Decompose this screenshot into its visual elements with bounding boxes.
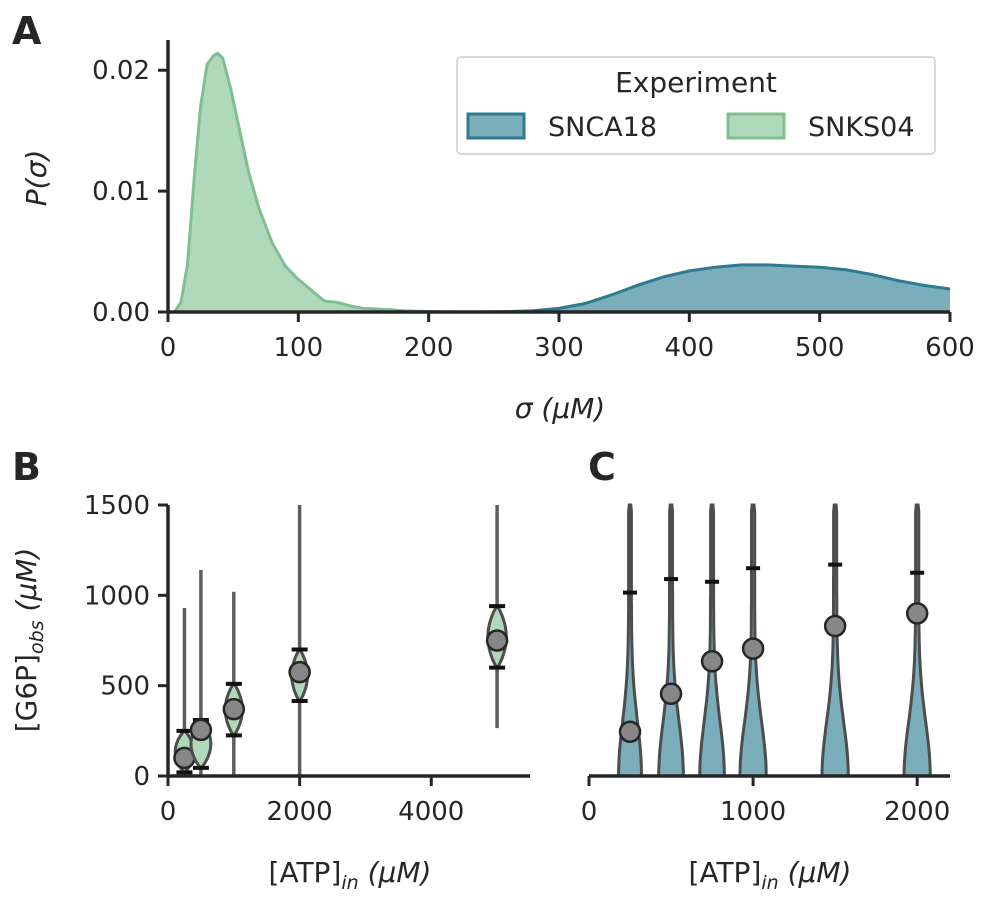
- panel-b-xlabel-text: [ATP]: [269, 856, 342, 889]
- area-snca18: [480, 264, 950, 312]
- mean-point: [618, 720, 642, 743]
- legend-label-snks04: SNKS04: [808, 112, 915, 143]
- x-tick-label: 4000: [398, 797, 464, 827]
- violin-body: [657, 503, 685, 778]
- panel-label-b: B: [12, 445, 41, 489]
- panel-b-marks: [173, 505, 509, 776]
- violin-body: [820, 503, 850, 778]
- mean-point: [700, 650, 724, 673]
- mean-point: [741, 637, 765, 660]
- x-tick-label: 200: [404, 333, 454, 363]
- mean-point: [823, 614, 847, 638]
- panel-a-ylabel: P(σ): [20, 150, 53, 206]
- x-tick-label: 500: [795, 333, 845, 363]
- x-tick-label: 0: [160, 333, 177, 363]
- x-tick-label: 2000: [884, 797, 950, 827]
- violin-body: [616, 503, 644, 778]
- legend-swatch-snca18: [466, 112, 526, 140]
- x-tick-label: 400: [665, 333, 715, 363]
- panel-label-a: A: [12, 9, 42, 53]
- y-tick-label: 0.02: [92, 56, 150, 86]
- y-tick-label: 0: [133, 762, 150, 792]
- panel-c-axes: 0 1000 2000: [581, 774, 950, 827]
- x-tick-label: 600: [925, 333, 975, 363]
- mean-point: [222, 697, 246, 721]
- panel-a-xlabel: σ (μM): [515, 392, 605, 425]
- panel-b-xlabel: [ATP]in (μM): [269, 856, 432, 894]
- legend-label-snca18: SNCA18: [548, 112, 657, 143]
- y-tick-label: 0.00: [92, 298, 150, 328]
- legend: Experiment SNCA18 SNKS04: [456, 56, 936, 155]
- panel-label-c: C: [588, 445, 616, 489]
- panel-a-areas: [173, 51, 951, 314]
- panel-c-violin-plot: 0 1000 2000 [ATP]in (μM): [581, 503, 950, 894]
- x-tick-label: 2000: [267, 797, 333, 827]
- x-tick-label: 0: [581, 797, 598, 827]
- line-snca18: [480, 263, 951, 314]
- panel-b-violin-plot: 0 2000 4000 0 500 1000 1500 [ATP]in (μM) [G6P]…: [10, 491, 530, 894]
- mean-point: [288, 660, 311, 684]
- violin-body: [698, 503, 726, 778]
- mean-point: [485, 629, 509, 652]
- y-tick-label: 1000: [84, 581, 150, 611]
- x-tick-label: 300: [534, 333, 584, 363]
- legend-frame: [456, 56, 936, 155]
- y-tick-label: 0.01: [92, 177, 150, 207]
- x-tick-label: 100: [274, 333, 324, 363]
- mean-point: [189, 718, 213, 742]
- area-snks04: [174, 53, 455, 313]
- line-snks04: [173, 51, 455, 314]
- panel-c-xlabel: [ATP]in (μM): [689, 856, 852, 894]
- panel-c-marks: [616, 503, 932, 778]
- mean-point: [905, 602, 929, 625]
- y-tick-label: 500: [100, 672, 150, 702]
- violin-body: [902, 503, 932, 778]
- panel-a-density-plot: 0 100 200 300 400 500 600 0.00 0.01 0.02 σ (μM) P…: [20, 40, 975, 425]
- panel-b-axes: 0 2000 4000 0 500 1000 1500: [84, 491, 530, 827]
- panel-b-ylabel: [G6P]obs (μM): [10, 548, 48, 733]
- y-tick-label: 1500: [84, 491, 150, 521]
- x-tick-label: 1000: [720, 797, 786, 827]
- legend-title: Experiment: [615, 66, 777, 99]
- panel-a-axes: 0 100 200 300 400 500 600 0.00 0.01 0.02: [92, 40, 975, 363]
- legend-swatch-snks04: [726, 112, 786, 140]
- x-tick-label: 0: [160, 797, 177, 827]
- mean-point: [659, 682, 683, 706]
